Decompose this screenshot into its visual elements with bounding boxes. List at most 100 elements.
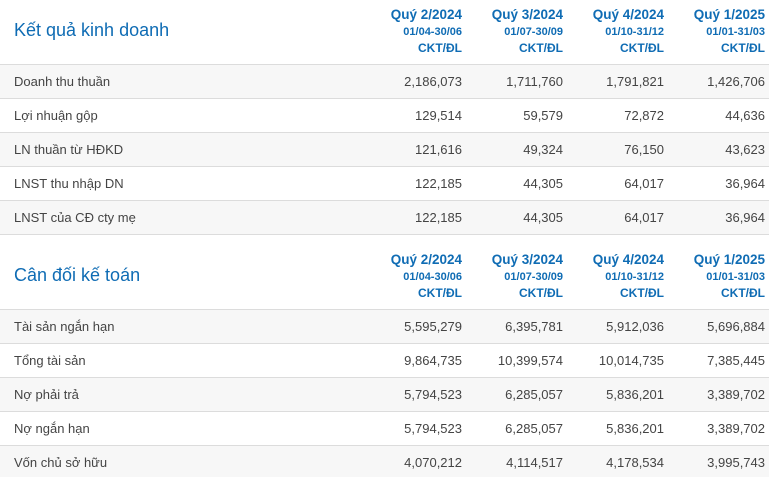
column-header: Quý 2/2024 01/04-30/06 CKT/ĐL — [365, 245, 466, 310]
row-value: 64,017 — [624, 210, 664, 225]
row-value: 5,595,279 — [404, 319, 462, 334]
row-label: Doanh thu thuần — [14, 74, 111, 89]
row-value: 121,616 — [415, 142, 462, 157]
row-value: 122,185 — [415, 210, 462, 225]
row-value: 6,285,057 — [505, 421, 563, 436]
column-period-label: 01/04-30/06 — [403, 271, 462, 283]
row-value: 44,305 — [523, 210, 563, 225]
row-value: 10,399,574 — [497, 353, 563, 368]
row-value: 3,389,702 — [707, 421, 765, 436]
column-basis-label: CKT/ĐL — [418, 286, 462, 300]
column-header: Quý 4/2024 01/10-31/12 CKT/ĐL — [567, 245, 668, 310]
row-value: 1,711,760 — [506, 74, 563, 89]
row-value: 3,995,743 — [707, 455, 765, 470]
row-value: 43,623 — [725, 142, 765, 157]
column-quarter-label: Quý 4/2024 — [592, 252, 664, 267]
table-row: Vốn chủ sở hữu 4,070,212 4,114,517 4,178,5… — [0, 445, 769, 477]
table-row: Nợ phải trả 5,794,523 6,285,057 5,836,201 3… — [0, 377, 769, 412]
row-value: 4,178,534 — [606, 455, 664, 470]
table-row: Tổng tài sản 9,864,735 10,399,574 10,014,7… — [0, 343, 769, 378]
column-quarter-label: Quý 3/2024 — [491, 252, 563, 267]
row-label: Lợi nhuận gộp — [14, 108, 98, 123]
row-value: 7,385,445 — [707, 353, 765, 368]
column-header: Quý 1/2025 01/01-31/03 CKT/ĐL — [668, 0, 769, 65]
table-body: Doanh thu thuần 2,186,073 1,711,760 1,791,… — [0, 64, 769, 235]
column-period-label: 01/10-31/12 — [605, 26, 664, 38]
row-value: 5,794,523 — [404, 421, 462, 436]
column-period-label: 01/01-31/03 — [706, 271, 765, 283]
column-basis-label: CKT/ĐL — [620, 41, 664, 55]
column-basis-label: CKT/ĐL — [519, 286, 563, 300]
table-row: LNST thu nhập DN 122,185 44,305 64,017 36,9… — [0, 166, 769, 201]
section-title: Cân đối kế toán — [14, 264, 141, 285]
column-period-label: 01/04-30/06 — [403, 26, 462, 38]
column-header: Quý 3/2024 01/07-30/09 CKT/ĐL — [466, 245, 567, 310]
row-label: Tài sản ngắn hạn — [14, 319, 115, 334]
row-value: 6,285,057 — [505, 387, 563, 402]
column-quarter-label: Quý 2/2024 — [390, 252, 462, 267]
column-header: Quý 2/2024 01/04-30/06 CKT/ĐL — [365, 0, 466, 65]
table-header: Kết quả kinh doanh Quý 2/2024 01/04-30/0… — [0, 0, 769, 65]
row-value: 72,872 — [624, 108, 664, 123]
row-value: 2,186,073 — [404, 74, 462, 89]
row-value: 76,150 — [624, 142, 664, 157]
table-body: Tài sản ngắn hạn 5,595,279 6,395,781 5,912… — [0, 309, 769, 477]
row-value: 6,395,781 — [505, 319, 563, 334]
table-header: Cân đối kế toán Quý 2/2024 01/04-30/06 C… — [0, 245, 769, 310]
row-label: LNST của CĐ cty mẹ — [14, 210, 136, 225]
row-value: 64,017 — [624, 176, 664, 191]
row-value: 5,794,523 — [404, 387, 462, 402]
row-label: Tổng tài sản — [14, 353, 86, 368]
column-header: Quý 4/2024 01/10-31/12 CKT/ĐL — [567, 0, 668, 65]
row-label: Nợ ngắn hạn — [14, 421, 90, 436]
row-label: Nợ phải trả — [14, 387, 79, 402]
column-basis-label: CKT/ĐL — [721, 286, 765, 300]
row-value: 3,389,702 — [707, 387, 765, 402]
table-row: Lợi nhuận gộp 129,514 59,579 72,872 44,636 — [0, 98, 769, 133]
column-period-label: 01/07-30/09 — [504, 26, 563, 38]
row-label: LNST thu nhập DN — [14, 176, 124, 191]
column-quarter-label: Quý 4/2024 — [592, 7, 664, 22]
financial-table: Kết quả kinh doanh Quý 2/2024 01/04-30/0… — [0, 0, 769, 235]
row-value: 5,696,884 — [707, 319, 765, 334]
column-period-label: 01/07-30/09 — [504, 271, 563, 283]
row-value: 59,579 — [523, 108, 563, 123]
row-value: 44,305 — [523, 176, 563, 191]
column-basis-label: CKT/ĐL — [418, 41, 462, 55]
column-basis-label: CKT/ĐL — [620, 286, 664, 300]
row-value: 49,324 — [523, 142, 563, 157]
row-value: 10,014,735 — [598, 353, 664, 368]
financial-table: Cân đối kế toán Quý 2/2024 01/04-30/06 C… — [0, 245, 769, 477]
table-row: Tài sản ngắn hạn 5,595,279 6,395,781 5,912… — [0, 309, 769, 344]
row-value: 44,636 — [725, 108, 765, 123]
table-row: LN thuần từ HĐKD 121,616 49,324 76,150 43,6… — [0, 132, 769, 167]
row-value: 9,864,735 — [404, 353, 462, 368]
row-value: 122,185 — [415, 176, 462, 191]
column-quarter-label: Quý 3/2024 — [491, 7, 563, 22]
column-header: Quý 1/2025 01/01-31/03 CKT/ĐL — [668, 245, 769, 310]
row-value: 1,426,706 — [707, 74, 765, 89]
column-period-label: 01/10-31/12 — [605, 271, 664, 283]
column-basis-label: CKT/ĐL — [721, 41, 765, 55]
row-label: LN thuần từ HĐKD — [14, 142, 124, 157]
row-label: Vốn chủ sở hữu — [14, 455, 108, 470]
table-row: Doanh thu thuần 2,186,073 1,711,760 1,791,… — [0, 64, 769, 99]
row-value: 4,114,517 — [506, 455, 563, 470]
row-value: 4,070,212 — [404, 455, 462, 470]
row-value: 129,514 — [415, 108, 462, 123]
row-value: 5,836,201 — [606, 387, 664, 402]
column-quarter-label: Quý 1/2025 — [693, 252, 765, 267]
row-value: 36,964 — [725, 210, 765, 225]
row-value: 36,964 — [725, 176, 765, 191]
table-row: Nợ ngắn hạn 5,794,523 6,285,057 5,836,201 3… — [0, 411, 769, 446]
section-title: Kết quả kinh doanh — [14, 19, 170, 40]
column-basis-label: CKT/ĐL — [519, 41, 563, 55]
column-header: Quý 3/2024 01/07-30/09 CKT/ĐL — [466, 0, 567, 65]
column-quarter-label: Quý 2/2024 — [390, 7, 462, 22]
table-row: LNST của CĐ cty mẹ 122,185 44,305 64,017 36… — [0, 200, 769, 235]
row-value: 5,912,036 — [606, 319, 664, 334]
row-value: 1,791,821 — [606, 74, 664, 89]
column-period-label: 01/01-31/03 — [706, 26, 765, 38]
